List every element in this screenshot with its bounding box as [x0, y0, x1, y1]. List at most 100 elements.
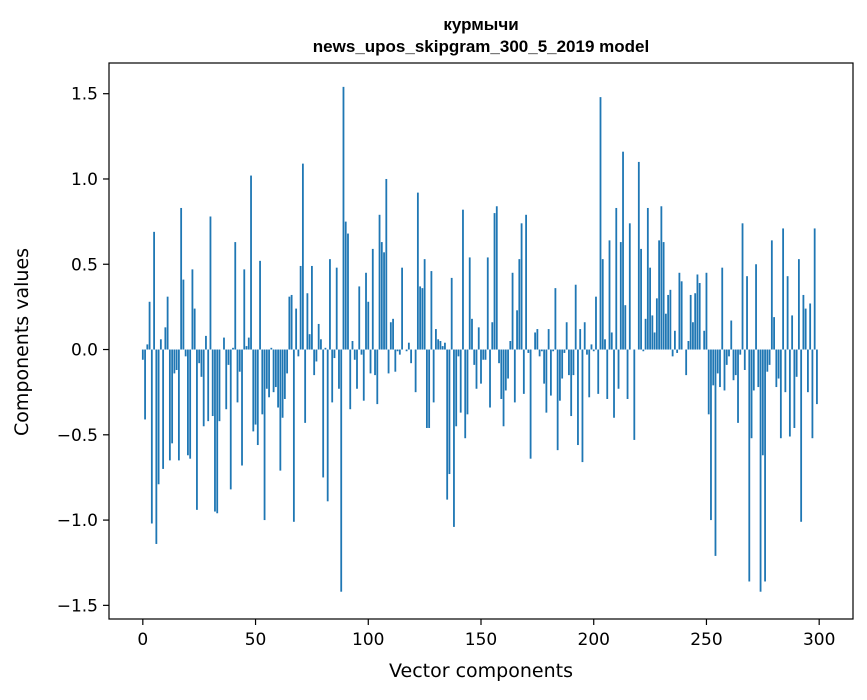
bar — [248, 338, 250, 350]
bar — [692, 322, 694, 349]
bar — [530, 350, 532, 459]
bar — [789, 350, 791, 437]
bar — [390, 322, 392, 349]
bar — [270, 348, 272, 350]
bar — [365, 273, 367, 350]
bar — [814, 228, 816, 349]
bar — [782, 228, 784, 349]
bar — [798, 259, 800, 349]
bar — [755, 264, 757, 349]
bar — [737, 350, 739, 423]
bar — [570, 350, 572, 417]
bar — [715, 350, 717, 556]
bar — [613, 350, 615, 418]
bar — [381, 242, 383, 349]
bar — [647, 208, 649, 350]
bar — [629, 223, 631, 349]
bar — [733, 350, 735, 381]
bar — [595, 297, 597, 350]
x-tick-label: 100 — [352, 630, 384, 650]
y-tick-label: −1.0 — [57, 511, 98, 531]
bar — [266, 350, 268, 389]
bar — [654, 332, 656, 349]
bar — [225, 350, 227, 410]
chart-title-line-2: news_upos_skipgram_300_5_2019 model — [313, 37, 649, 56]
bar — [261, 350, 263, 415]
bar — [505, 350, 507, 391]
bar — [223, 338, 225, 350]
bar — [338, 350, 340, 389]
bar — [642, 350, 644, 352]
bar — [726, 350, 728, 365]
bar — [435, 329, 437, 349]
bar — [658, 240, 660, 349]
bar — [449, 350, 451, 475]
bar — [566, 322, 568, 349]
bar — [277, 350, 279, 408]
bar — [728, 350, 730, 357]
bar — [374, 350, 376, 376]
bar — [780, 350, 782, 439]
bar — [196, 350, 198, 510]
bar — [410, 350, 412, 364]
bar — [573, 350, 575, 376]
bar — [602, 259, 604, 349]
bar — [751, 350, 753, 439]
bar — [273, 350, 275, 393]
bar — [550, 350, 552, 396]
bar — [579, 329, 581, 349]
bar — [173, 350, 175, 374]
bar — [760, 350, 762, 592]
bar — [575, 285, 577, 350]
bar — [421, 288, 423, 349]
bar — [306, 293, 308, 349]
bar — [201, 350, 203, 377]
bar — [401, 268, 403, 350]
bar — [164, 327, 166, 349]
bar — [176, 350, 178, 370]
bar — [437, 339, 439, 349]
bar — [735, 350, 737, 376]
bar — [762, 350, 764, 456]
bar — [766, 350, 768, 372]
bar — [388, 350, 390, 374]
bar — [408, 343, 410, 350]
bar — [564, 350, 566, 353]
bar — [354, 350, 356, 360]
bar — [334, 350, 336, 359]
bar — [187, 350, 189, 456]
bar — [543, 350, 545, 384]
bar — [451, 278, 453, 350]
bar — [500, 350, 502, 399]
bar — [591, 344, 593, 349]
bar — [316, 350, 318, 362]
bar — [525, 215, 527, 350]
bar — [259, 261, 261, 350]
bar — [757, 350, 759, 388]
bar — [469, 257, 471, 349]
bar — [372, 249, 374, 350]
bar — [460, 350, 462, 413]
bar — [482, 350, 484, 360]
bar — [255, 350, 257, 425]
bar — [345, 222, 347, 350]
bar — [325, 348, 327, 350]
bar — [162, 350, 164, 469]
bar — [805, 309, 807, 350]
bar — [812, 350, 814, 439]
bar — [600, 97, 602, 349]
bar — [582, 350, 584, 463]
bar — [712, 350, 714, 386]
bar — [663, 242, 665, 349]
bar — [169, 350, 171, 461]
bar — [539, 350, 541, 357]
bar — [769, 350, 771, 365]
bar — [739, 350, 741, 355]
bar — [442, 346, 444, 349]
bar — [487, 257, 489, 349]
bar — [293, 350, 295, 522]
bar — [203, 350, 205, 427]
bar — [638, 162, 640, 350]
y-tick-label: 0.5 — [71, 255, 98, 275]
bar — [424, 259, 426, 349]
